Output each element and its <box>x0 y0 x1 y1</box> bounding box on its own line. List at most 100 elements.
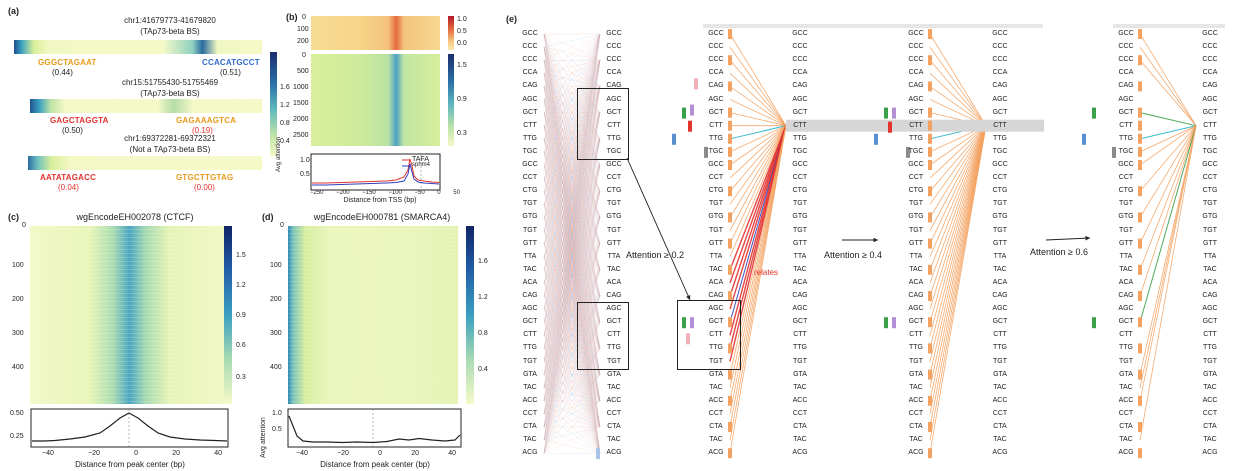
kmer-label: ACG <box>1202 449 1218 457</box>
kmer-label: GCC <box>908 161 924 168</box>
kmer-label: TAC <box>793 383 807 391</box>
panel-b-xtick: −200 <box>336 190 350 196</box>
panel-b-xtick: −250 <box>310 190 324 196</box>
attention-line <box>543 33 601 257</box>
kmer-label: TGT <box>1203 357 1217 365</box>
attention-line <box>543 73 601 113</box>
attention-line <box>543 33 601 113</box>
attention-line <box>543 243 601 336</box>
kmer-label: CCT <box>1118 174 1134 182</box>
kmer-label: CTT <box>607 121 621 129</box>
kmer-label: GCT <box>522 108 538 116</box>
kmer-label: ACC <box>522 396 538 404</box>
attention-line <box>543 125 601 375</box>
attention-line <box>543 112 601 166</box>
kmer-label: GCT <box>992 108 1008 116</box>
attention-line <box>543 322 601 375</box>
attention-fan-0.6 <box>1139 125 1197 297</box>
attention-line <box>543 125 601 192</box>
threshold-arrow-0.6-head <box>1085 235 1090 241</box>
panel-a-colorbar <box>270 52 277 156</box>
panel-c-colorbar <box>224 226 232 404</box>
kmer-label: CTT <box>909 331 923 339</box>
attention-line <box>543 243 601 284</box>
attention-fan-0.2 <box>729 125 787 205</box>
attention-line <box>543 60 601 113</box>
attention-line <box>543 138 601 297</box>
region2-coord: chr15:51755430-51755469 <box>121 78 219 87</box>
kmer-label: GTA <box>793 370 807 378</box>
kmer-label: CTT <box>909 121 923 129</box>
attention-line <box>543 47 601 297</box>
attention-line <box>543 191 601 388</box>
region3-motif2: GTGCTTGTAG <box>176 173 234 182</box>
kmer-label: CTG <box>606 187 622 195</box>
kmer-label: GTG <box>992 213 1008 221</box>
kmer-marker <box>1138 29 1142 39</box>
attention-line <box>543 164 601 454</box>
panel-c-line-ytick: 0.50 <box>10 410 24 417</box>
attention-line <box>543 164 601 401</box>
attention-line <box>543 191 601 401</box>
kmer-label: CAG <box>708 292 724 299</box>
region2-score2: (0.19) <box>192 126 213 135</box>
attention-line <box>543 204 601 401</box>
kmer-label: CCT <box>908 409 924 417</box>
attention-line <box>543 99 601 323</box>
attention-line <box>543 112 601 139</box>
attention-line <box>543 47 601 454</box>
annotation-marker <box>1082 133 1086 145</box>
panel-d-xtick: −40 <box>296 450 308 457</box>
attention-line <box>543 33 601 166</box>
attention-line <box>543 191 601 428</box>
kmer-marker <box>728 369 732 380</box>
attention-line <box>543 33 601 323</box>
attention-line <box>543 33 601 61</box>
panel-c-cbar-tick: 0.9 <box>236 312 246 319</box>
kmer-label: TTA <box>793 252 807 260</box>
attention-line <box>543 178 601 428</box>
attention-line <box>543 112 601 139</box>
attention-line <box>543 230 601 375</box>
kmer-label: CCT <box>1202 174 1218 182</box>
panel-b-cbar-tick: 1.5 <box>457 62 467 69</box>
panel-b-line-ytick: 1.0 <box>300 157 310 164</box>
attention-line <box>543 33 601 454</box>
attention-line <box>543 112 601 349</box>
attention-line <box>543 86 601 166</box>
attention-line <box>543 47 601 270</box>
kmer-label: CCA <box>1118 69 1134 77</box>
attention-line <box>543 125 601 454</box>
panel-d-cbar-tick: 0.8 <box>478 330 488 337</box>
attention-fan-0.2 <box>729 125 787 153</box>
attention-line <box>543 282 601 375</box>
attention-line <box>543 243 601 414</box>
attention-line <box>543 138 601 428</box>
attention-line <box>543 112 601 218</box>
kmer-label: TAC <box>709 383 723 391</box>
attention-line <box>543 217 601 244</box>
kmer-label: GTG <box>908 213 924 221</box>
attention-fan-0.4 <box>929 125 987 297</box>
kmer-label: GCC <box>708 30 724 37</box>
attention-line <box>543 269 601 441</box>
kmer-label: GCC <box>1118 161 1134 168</box>
attention-line <box>543 60 601 323</box>
attention-line <box>543 125 601 297</box>
region1-coord: chr1:41679773-41679820 <box>124 16 216 25</box>
kmer-label: CTT <box>523 331 537 339</box>
attention-line <box>543 256 601 401</box>
panel-c-ytick: 200 <box>12 296 24 303</box>
attention-line <box>543 191 601 310</box>
kmer-label: TTA <box>607 252 621 260</box>
attention-line <box>543 46 601 61</box>
kmer-label: TAC <box>523 383 537 391</box>
panel-d-colorbar <box>466 226 474 404</box>
attention-line <box>543 191 601 218</box>
panel-d-xtick: 0 <box>378 450 383 457</box>
annotation-marker <box>690 104 694 116</box>
attention-line <box>543 60 601 454</box>
kmer-label: AGC <box>792 95 808 103</box>
attention-line <box>543 60 601 192</box>
kmer-label: CAG <box>908 82 924 90</box>
